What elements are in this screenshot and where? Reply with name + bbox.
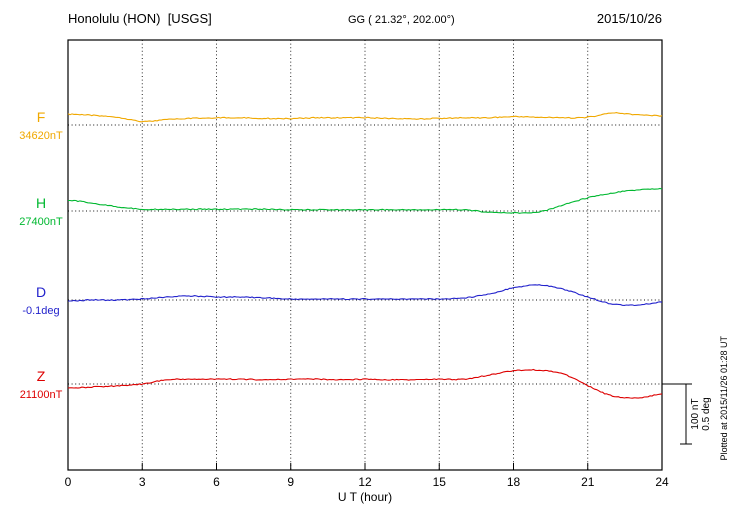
x-tick-label-12: 12 bbox=[358, 475, 372, 489]
x-tick-label-21: 21 bbox=[581, 475, 595, 489]
channel-label-Z: Z bbox=[37, 368, 46, 384]
geographic-coords: GG ( 21.32°, 202.00°) bbox=[348, 14, 455, 26]
x-tick-label-15: 15 bbox=[433, 475, 447, 489]
x-tick-label-0: 0 bbox=[65, 475, 72, 489]
trace-F bbox=[67, 112, 663, 123]
x-axis-title: U T (hour) bbox=[337, 490, 393, 504]
trace-D bbox=[68, 284, 663, 307]
plot-frame bbox=[67, 39, 663, 471]
scalebar-label-nt: 100 nT bbox=[690, 398, 701, 429]
scalebar-label-deg: 0.5 deg bbox=[701, 397, 712, 430]
trace-Z bbox=[67, 368, 663, 399]
x-tick-label-3: 3 bbox=[139, 475, 146, 489]
station-title: Honolulu (HON) [USGS] bbox=[68, 11, 212, 26]
channel-baseline-value-Z: 21100nT bbox=[20, 389, 63, 401]
x-tick-label-24: 24 bbox=[655, 475, 669, 489]
x-tick-label-18: 18 bbox=[507, 475, 521, 489]
channel-baseline-value-H: 27400nT bbox=[19, 216, 63, 228]
channel-baseline-value-D: -0.1deg bbox=[22, 305, 59, 317]
x-tick-label-9: 9 bbox=[287, 475, 294, 489]
channel-label-D: D bbox=[36, 284, 46, 300]
channel-label-H: H bbox=[36, 195, 46, 211]
plotted-at-note: Plotted at 2015/11/26 01:28 UT bbox=[719, 336, 729, 461]
channel-label-F: F bbox=[37, 109, 46, 125]
trace-H bbox=[68, 187, 663, 214]
channel-baseline-value-F: 34620nT bbox=[19, 130, 63, 142]
plot-date: 2015/10/26 bbox=[596, 11, 662, 26]
x-tick-label-6: 6 bbox=[213, 475, 220, 489]
